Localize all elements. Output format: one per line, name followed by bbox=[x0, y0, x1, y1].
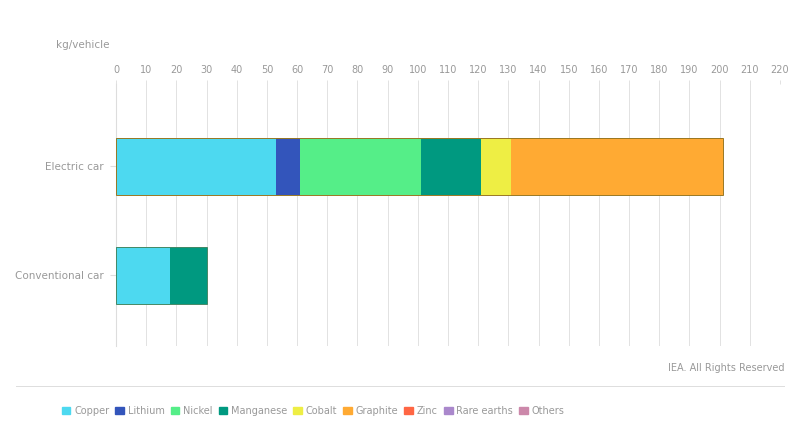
Bar bbox=[116, 138, 276, 195]
Bar bbox=[511, 138, 722, 195]
Bar bbox=[300, 138, 421, 195]
Bar bbox=[116, 138, 722, 195]
Bar bbox=[116, 247, 170, 303]
Bar bbox=[116, 247, 206, 303]
Bar bbox=[170, 247, 206, 303]
Bar bbox=[482, 138, 511, 195]
Bar bbox=[421, 138, 482, 195]
Legend: Copper, Lithium, Nickel, Manganese, Cobalt, Graphite, Zinc, Rare earths, Others: Copper, Lithium, Nickel, Manganese, Coba… bbox=[58, 402, 569, 419]
Text: IEA. All Rights Reserved: IEA. All Rights Reserved bbox=[667, 363, 784, 373]
Bar bbox=[276, 138, 300, 195]
Text: kg/vehicle: kg/vehicle bbox=[56, 41, 110, 50]
